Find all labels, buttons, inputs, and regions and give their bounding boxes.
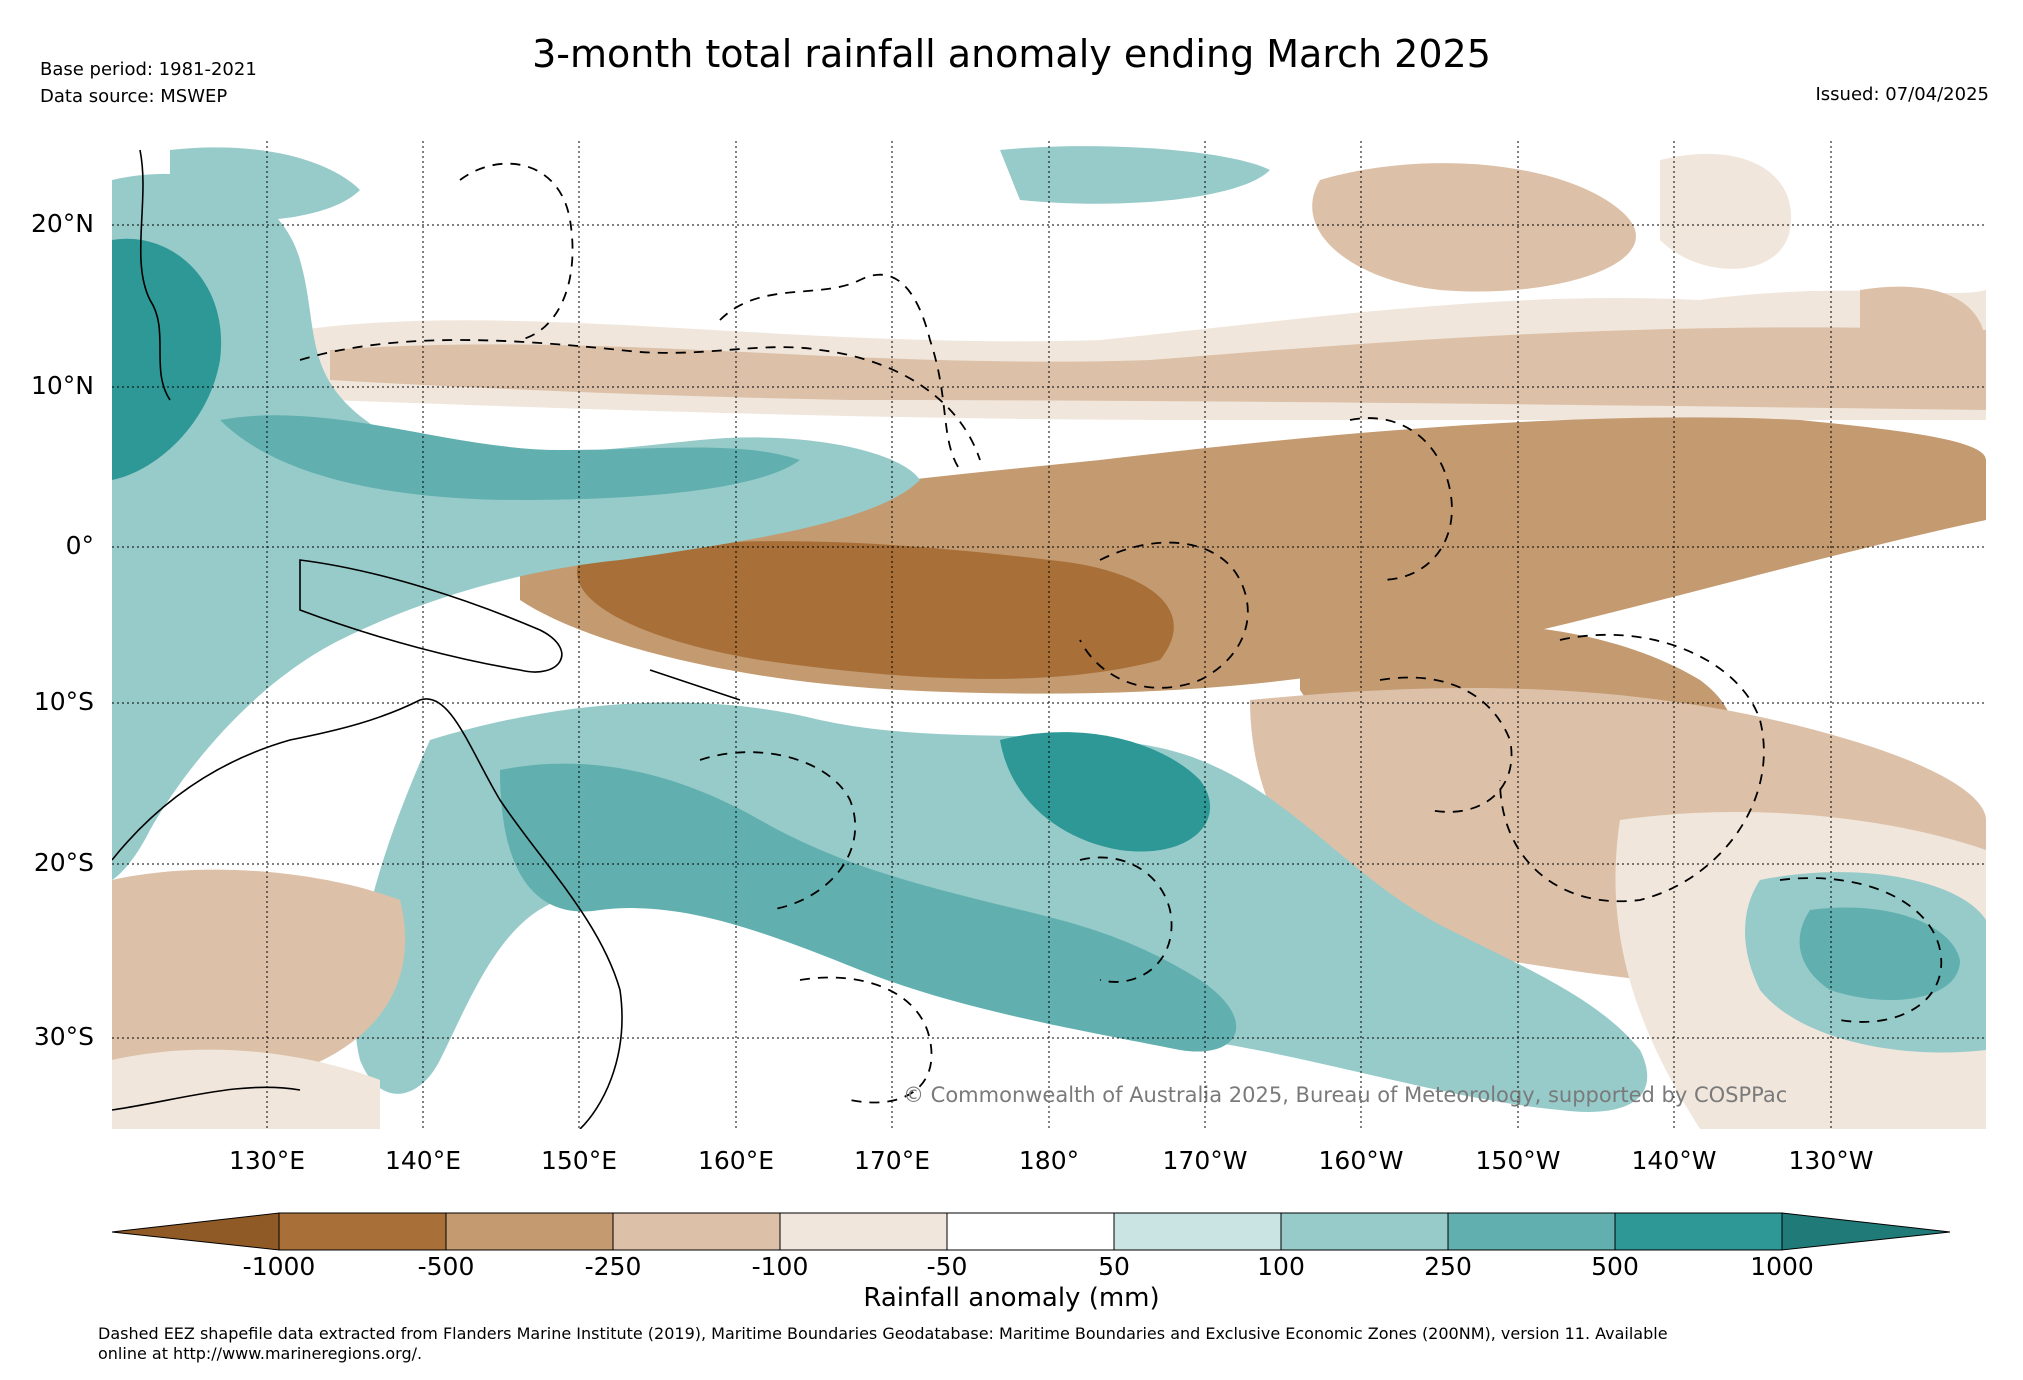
- anomaly-region-far-se-wet-core: [1799, 907, 1960, 1000]
- colorbar-bin-8: [1447, 1212, 1616, 1251]
- coastlines: [112, 149, 741, 1129]
- colorbar-tick-1000: 1000: [1750, 1252, 1814, 1281]
- footer-line-1: Dashed EEZ shapefile data extracted from…: [98, 1324, 1668, 1343]
- lon-label-150e: 150°E: [540, 1146, 617, 1175]
- anomaly-region-west-wet-core: [112, 238, 222, 480]
- eez-boundary-tonga: [1079, 856, 1173, 983]
- footer-note: Dashed EEZ shapefile data extracted from…: [98, 1324, 1998, 1364]
- lon-label-130e: 130°E: [228, 1146, 305, 1175]
- anomaly-region-north-tan: [330, 327, 1986, 410]
- anomaly-region-north-wet: [170, 147, 360, 221]
- colorbar-tick-100: 100: [1257, 1252, 1305, 1281]
- anomaly-region-strong-dry: [576, 541, 1174, 679]
- graticule: [112, 141, 1986, 1129]
- lat-label-20n: 20°N: [30, 209, 94, 238]
- lat-label-30s: 30°S: [33, 1022, 94, 1051]
- lon-label-170w: 170°W: [1162, 1146, 1248, 1175]
- coastline-new-guinea: [299, 559, 563, 673]
- coastline-solomon-islands: [649, 669, 741, 701]
- lat-label-10n: 10°N: [30, 371, 94, 400]
- colorbar-extend-max: [1781, 1212, 1951, 1251]
- eez-boundary-kiribati-phoenix: [1079, 541, 1249, 689]
- eez-boundary-marshall: [719, 273, 961, 471]
- eez-boundary-micronesia: [299, 339, 981, 461]
- anomaly-region-far-ne-patch: [1860, 286, 1986, 380]
- lon-label-180: 180°: [1018, 1146, 1080, 1175]
- eez-boundaries: [299, 162, 1943, 1104]
- colorbar-bin-9: [1614, 1212, 1783, 1251]
- map-title: 3-month total rainfall anomaly ending Ma…: [532, 32, 1491, 76]
- colorbar-label: Rainfall anomaly (mm): [863, 1283, 1160, 1313]
- lat-label-0: 0°: [65, 531, 94, 560]
- lon-label-170e: 170°E: [853, 1146, 930, 1175]
- lon-label-130w: 130°W: [1788, 1146, 1874, 1175]
- copyright-notice: © Commonwealth of Australia 2025, Bureau…: [903, 1083, 1788, 1107]
- colorbar-bin-4: [779, 1212, 948, 1251]
- lat-label-20s: 20°S: [33, 848, 94, 877]
- eez-boundary-new-caledonia: [699, 751, 856, 911]
- lon-label-160e: 160°E: [697, 1146, 774, 1175]
- colorbar-tick-250: 250: [1424, 1252, 1472, 1281]
- eez-boundary-french-polynesia: [1499, 633, 1765, 903]
- anomaly-region-north-wet-2: [1000, 146, 1270, 204]
- lon-label-140w: 140°W: [1631, 1146, 1717, 1175]
- issued-date: Issued: 07/04/2025: [1815, 84, 1989, 105]
- colorbar-bin-7: [1280, 1212, 1449, 1251]
- anomaly-region-west-wet: [112, 173, 920, 881]
- anomaly-region-ne-patch-2: [1660, 153, 1792, 269]
- footer-line-2: online at http://www.marineregions.org/.: [98, 1344, 423, 1363]
- coastline-philippines: [139, 149, 171, 401]
- base-period-text: Base period: 1981-2021: [40, 59, 257, 80]
- eez-boundary-pitcairn: [1779, 877, 1943, 1023]
- colorbar-tick-minus-100: -100: [751, 1252, 809, 1281]
- eez-boundary-kiribati-line: [1349, 417, 1453, 581]
- anomaly-region-sw-light: [112, 1049, 380, 1129]
- map-metadata: Base period: 1981-2021 Data source: MSWE…: [40, 56, 257, 110]
- anomaly-region-west-wet-mid: [220, 415, 800, 500]
- colorbar-tick-minus-500: -500: [417, 1252, 475, 1281]
- colorbar-tick-minus-1000: -1000: [242, 1252, 316, 1281]
- colorbar-swatches: [111, 1212, 1951, 1251]
- colorbar-tick-minus-250: -250: [584, 1252, 642, 1281]
- lat-label-10s: 10°S: [33, 687, 94, 716]
- colorbar-bin-2: [445, 1212, 614, 1251]
- colorbar-bin-6: [1113, 1212, 1282, 1251]
- lon-label-160w: 160°W: [1318, 1146, 1404, 1175]
- eez-boundary-northern-marianas: [459, 162, 574, 341]
- anomaly-region-ne-patch: [1312, 163, 1636, 292]
- lon-label-150w: 150°W: [1475, 1146, 1561, 1175]
- colorbar-tick-minus-50: -50: [926, 1252, 968, 1281]
- data-source-text: Data source: MSWEP: [40, 86, 228, 107]
- coastline-australia: [112, 698, 623, 1129]
- colorbar-bin-3: [612, 1212, 781, 1251]
- colorbar-tick-50: 50: [1098, 1252, 1130, 1281]
- anomaly-region-south-wet-core: [500, 763, 1237, 1052]
- eez-boundary-cook-islands: [1379, 676, 1513, 813]
- map-plot-area: [112, 141, 1986, 1129]
- eez-boundary-norfolk: [799, 976, 933, 1104]
- colorbar-tick-500: 500: [1591, 1252, 1639, 1281]
- colorbar-bin-5: [946, 1212, 1115, 1251]
- lon-label-140e: 140°E: [384, 1146, 461, 1175]
- anomaly-region-sw-tan: [112, 869, 406, 1086]
- colorbar-extend-min: [111, 1212, 280, 1251]
- colorbar-bin-1: [278, 1212, 447, 1251]
- anomaly-region-fiji-wet: [1000, 732, 1211, 852]
